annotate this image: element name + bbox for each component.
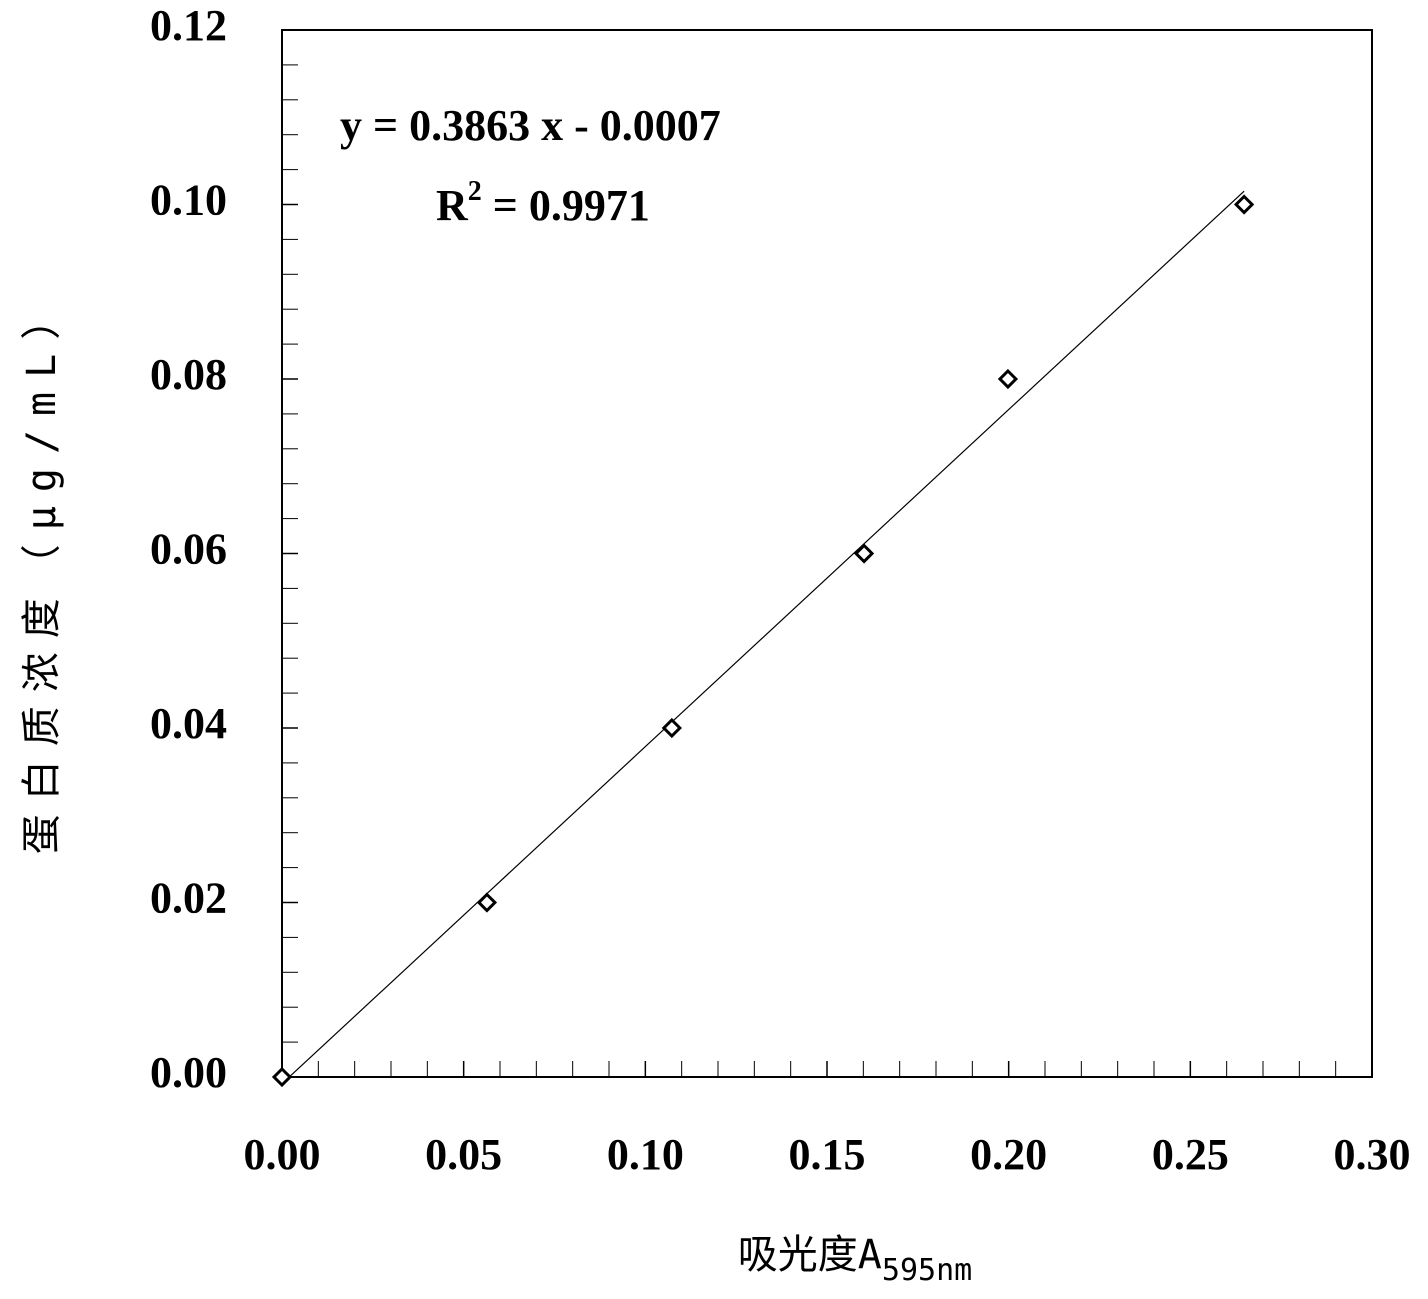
r-prefix: R — [436, 181, 469, 230]
trend-line — [281, 190, 1245, 1085]
x-tick-label: 0.10 — [607, 1130, 684, 1179]
r-squared: R2 = 0.9971 — [436, 176, 650, 230]
trend-equation: y = 0.3863 x - 0.0007 — [340, 101, 721, 150]
y-axis-title: 蛋白质浓度（μg/mL） — [19, 286, 65, 854]
y-tick-label: 0.08 — [150, 350, 227, 399]
y-tick-label: 0.04 — [150, 699, 227, 748]
x-title-sub: 595nm — [882, 1253, 972, 1288]
x-tick-label: 0.00 — [244, 1130, 321, 1179]
y-tick-label: 0.06 — [150, 525, 227, 574]
y-tick-label: 0.10 — [150, 176, 227, 225]
data-point — [476, 892, 498, 913]
data-point — [997, 368, 1019, 390]
x-tick-label: 0.05 — [425, 1130, 502, 1179]
data-point — [853, 543, 875, 564]
x-tick-label: 0.25 — [1152, 1130, 1229, 1179]
x-tick-label: 0.15 — [789, 1130, 866, 1179]
data-point — [271, 1066, 293, 1088]
x-axis-title: 吸光度A595nm — [738, 1232, 972, 1288]
r-rest: = 0.9971 — [482, 181, 650, 230]
r-sup: 2 — [468, 176, 482, 207]
data-point — [1233, 194, 1255, 215]
y-tick-label: 0.02 — [150, 874, 227, 923]
x-tick-label: 0.20 — [970, 1130, 1047, 1179]
x-title-text: 吸光度A — [738, 1232, 882, 1278]
data-point — [661, 717, 682, 739]
y-tick-label: 0.12 — [150, 1, 227, 50]
y-tick-label: 0.00 — [150, 1048, 227, 1097]
x-tick-label: 0.30 — [1334, 1130, 1411, 1179]
